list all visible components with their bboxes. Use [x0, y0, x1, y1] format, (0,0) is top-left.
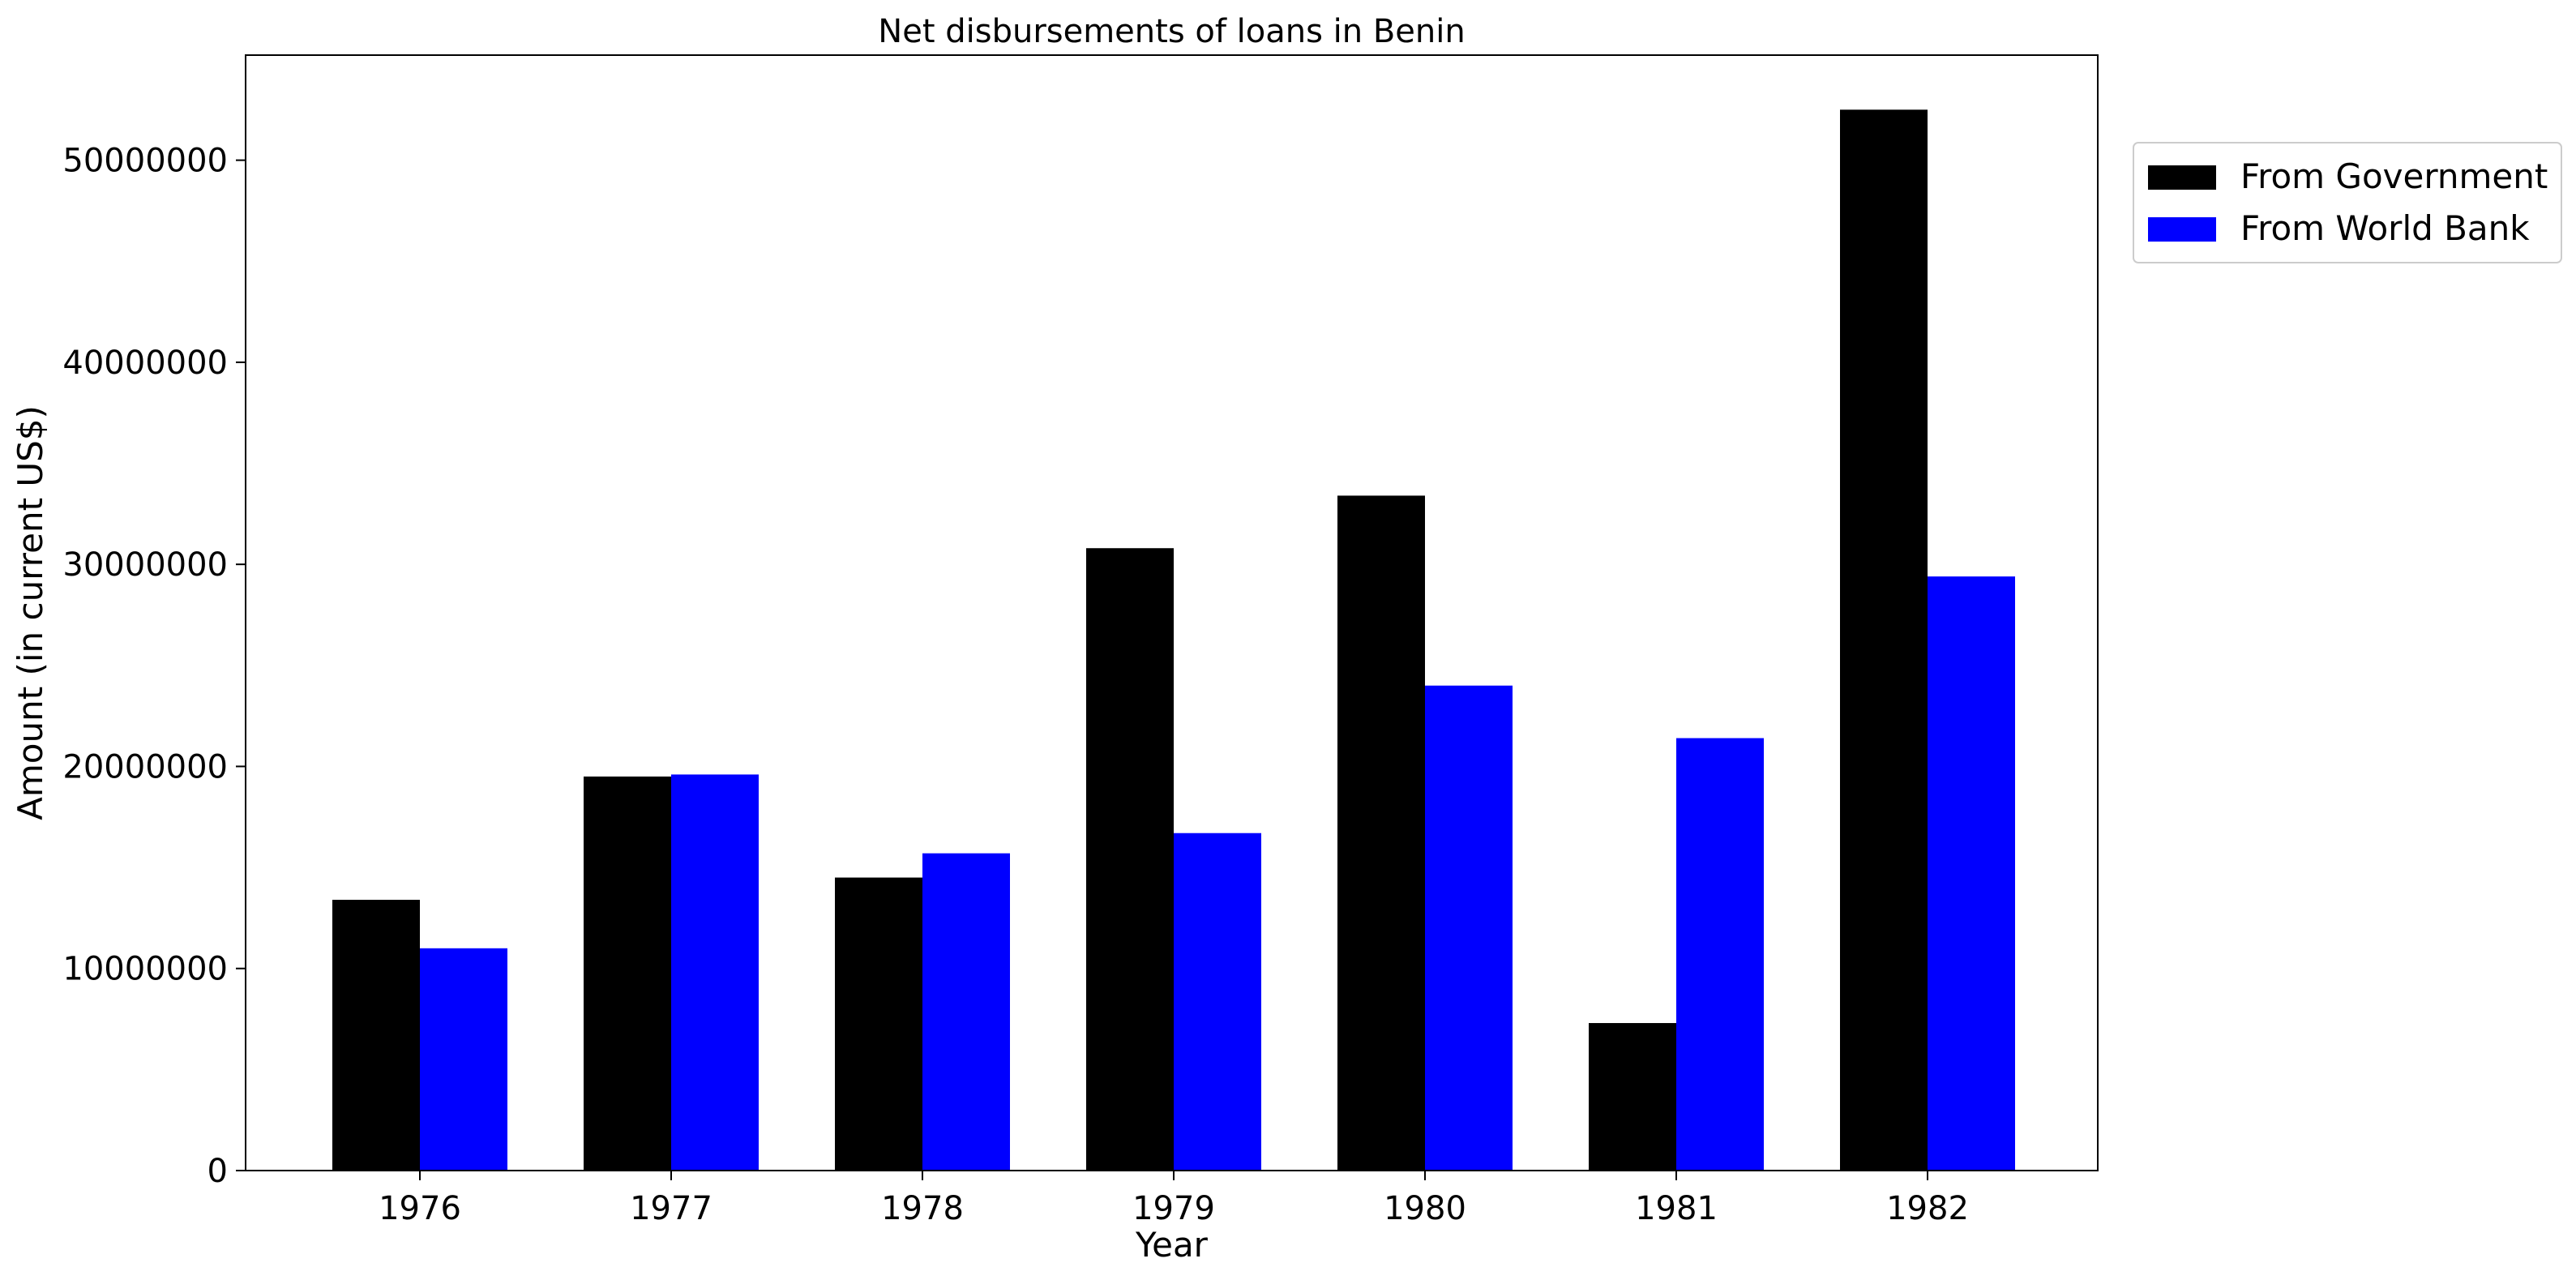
- legend: From Government From World Bank: [2133, 142, 2562, 263]
- bar-from-world-bank-1982: [1928, 576, 2015, 1171]
- x-tick-label: 1978: [881, 1190, 964, 1227]
- y-tick-label: 0: [208, 1153, 228, 1190]
- bar-from-government-1981: [1589, 1023, 1676, 1171]
- y-axis: 0 10000000 20000000 30000000 40000000 5000000…: [62, 143, 246, 1190]
- legend-label: From Government: [2240, 156, 2548, 196]
- plot-frame: [245, 54, 2099, 1171]
- bar-from-world-bank-1979: [1174, 833, 1261, 1171]
- x-tick-label: 1976: [379, 1190, 461, 1227]
- bar-from-world-bank-1980: [1425, 685, 1513, 1171]
- bar-from-government-1980: [1337, 495, 1425, 1171]
- x-tick-label: 1980: [1384, 1190, 1466, 1227]
- legend-swatch: [2148, 217, 2216, 242]
- x-axis: 1976 1977 1978 1979 1980 1981 1982: [379, 1171, 1969, 1227]
- bar-from-world-bank-1981: [1676, 738, 1764, 1171]
- x-tick-label: 1979: [1132, 1190, 1215, 1227]
- chart-title: Net disbursements of loans in Benin: [878, 13, 1465, 50]
- y-tick-label: 40000000: [62, 345, 228, 382]
- y-tick-label: 50000000: [62, 143, 228, 180]
- bar-from-world-bank-1978: [922, 853, 1010, 1171]
- x-tick-label: 1982: [1886, 1190, 1969, 1227]
- bar-from-government-1979: [1086, 548, 1174, 1171]
- y-tick-label: 30000000: [62, 546, 228, 584]
- y-axis-label: Amount (in current US$): [11, 405, 50, 820]
- legend-swatch: [2148, 165, 2216, 190]
- y-tick-label: 20000000: [62, 748, 228, 786]
- x-tick-label: 1981: [1635, 1190, 1718, 1227]
- x-tick-label: 1977: [630, 1190, 712, 1227]
- legend-box: [2133, 142, 2562, 263]
- bar-from-government-1978: [835, 877, 922, 1171]
- legend-label: From World Bank: [2240, 208, 2530, 248]
- bars: [332, 109, 2015, 1171]
- bar-from-government-1977: [584, 776, 671, 1171]
- x-axis-label: Year: [1135, 1225, 1209, 1265]
- bar-from-government-1982: [1840, 109, 1928, 1171]
- bar-from-government-1976: [332, 899, 420, 1171]
- bar-from-world-bank-1976: [420, 948, 507, 1171]
- bar-from-world-bank-1977: [671, 774, 759, 1171]
- plot-area: 0 10000000 20000000 30000000 40000000 5000000…: [62, 54, 2099, 1227]
- y-tick-label: 10000000: [62, 951, 228, 988]
